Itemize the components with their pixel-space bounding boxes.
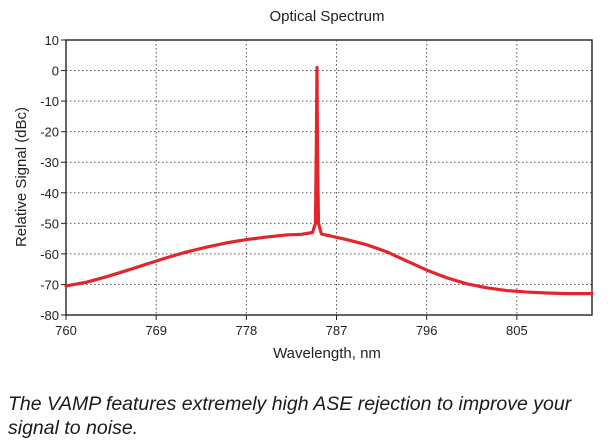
x-tick-label: 760	[55, 323, 77, 338]
x-tick-label: 778	[235, 323, 257, 338]
x-axis-label: Wavelength, nm	[273, 345, 381, 362]
y-tick-label: -70	[40, 277, 59, 292]
y-tick-label: -40	[40, 186, 59, 201]
x-tick-label: 787	[326, 323, 348, 338]
y-tick-label: 10	[45, 33, 59, 48]
figure-caption: The VAMP features extremely high ASE rej…	[8, 393, 572, 439]
chart-title: Optical Spectrum	[269, 8, 384, 25]
y-tick-label: -30	[40, 155, 59, 170]
y-axis-ticks: 10 0 -10 -20 -30 -40 -50 -60 -70 -80	[40, 33, 66, 323]
y-tick-label: -60	[40, 247, 59, 262]
y-tick-label: -10	[40, 94, 59, 109]
y-tick-label: -50	[40, 216, 59, 231]
plot-frame	[65, 39, 593, 316]
optical-spectrum-chart: Optical Spectrum 10 0 -10 -20 -30 -40 -50 -60 -7…	[13, 8, 594, 362]
y-tick-label: -20	[40, 125, 59, 140]
spectrum-line	[64, 65, 594, 296]
x-axis-ticks: 760 769 778 787 796 805	[55, 315, 528, 338]
x-tick-label: 805	[506, 323, 528, 338]
x-tick-label: 796	[416, 323, 438, 338]
x-tick-label: 769	[145, 323, 167, 338]
y-tick-label: 0	[52, 64, 59, 79]
spectrum-series	[64, 65, 594, 296]
y-tick-label: -80	[40, 308, 59, 323]
y-axis-label: Relative Signal (dBc)	[13, 107, 30, 247]
